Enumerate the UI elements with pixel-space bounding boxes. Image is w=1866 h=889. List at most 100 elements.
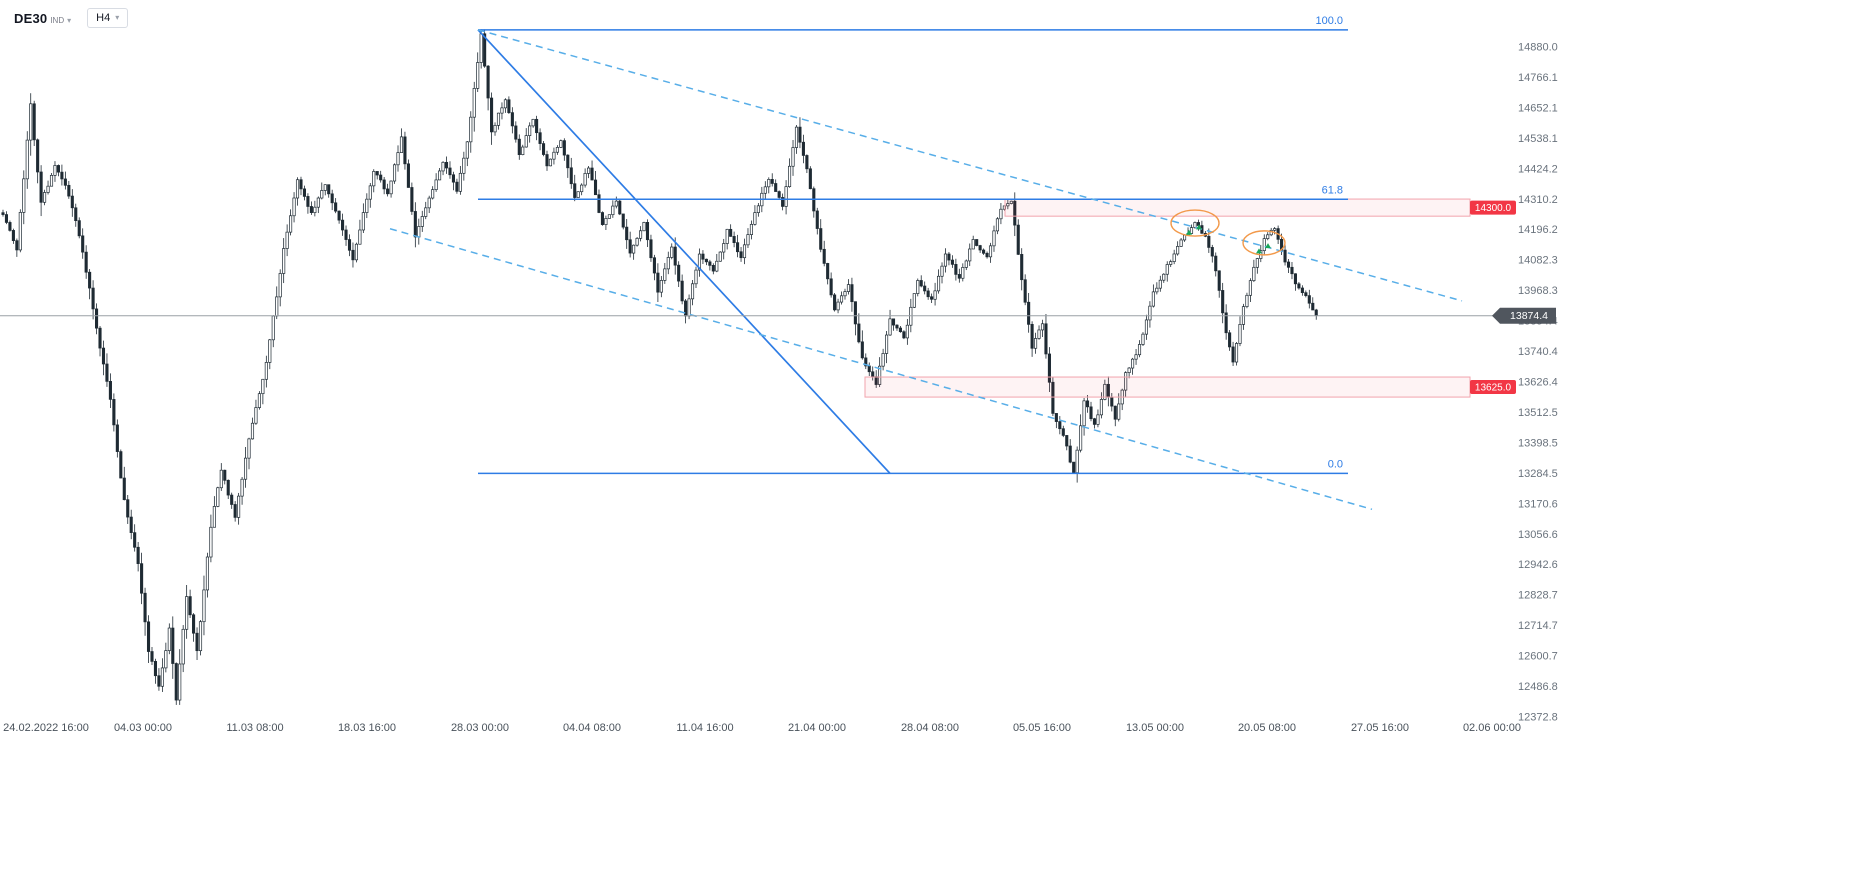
candle-body xyxy=(1311,302,1315,311)
candle-body xyxy=(209,526,213,558)
candle-body xyxy=(15,240,19,251)
zone-price-label xyxy=(1470,200,1516,215)
trendline-solid[interactable] xyxy=(477,29,891,474)
candle-body xyxy=(81,235,85,253)
zone-price-label-text: 13625.0 xyxy=(1475,383,1512,394)
candle-body xyxy=(95,308,99,329)
price-tick-label: 13284.5 xyxy=(1518,468,1558,480)
candle-body xyxy=(590,167,594,181)
candle-body xyxy=(167,627,171,651)
candle-body xyxy=(91,287,95,310)
candle-body xyxy=(198,621,203,652)
candle-body xyxy=(8,222,12,231)
candle-body xyxy=(178,663,182,701)
price-tick-label: 14538.1 xyxy=(1518,133,1558,145)
candle-body xyxy=(659,280,663,293)
candle-body xyxy=(649,239,653,259)
symbol-selector[interactable]: DE30 IND ▾ xyxy=(14,11,71,26)
trendline-dashed[interactable] xyxy=(389,227,1373,511)
candle-body xyxy=(365,198,369,213)
candle-body xyxy=(192,614,196,634)
candle-body xyxy=(853,301,857,325)
candle-body xyxy=(1082,400,1086,427)
candle-body xyxy=(1304,292,1308,296)
candle-body xyxy=(1207,235,1211,248)
candle-body xyxy=(607,214,611,219)
candle-body xyxy=(88,271,92,289)
candle-body xyxy=(978,245,982,251)
price-tick-label: 13626.4 xyxy=(1518,377,1558,389)
candle-body xyxy=(424,207,428,217)
candle-body xyxy=(985,252,989,258)
candle-body xyxy=(195,632,199,652)
candle-body xyxy=(1193,222,1197,228)
highlight-ellipse[interactable] xyxy=(1242,230,1286,256)
candle-body xyxy=(1238,324,1242,344)
candle-body xyxy=(704,258,708,263)
time-tick-label: 13.05 00:00 xyxy=(1126,722,1184,734)
time-tick-label: 11.03 08:00 xyxy=(226,722,283,734)
candle-body xyxy=(289,215,293,233)
candle-body xyxy=(694,269,698,285)
candle-body xyxy=(604,218,608,225)
candle-body xyxy=(968,248,972,262)
candle-body xyxy=(943,253,948,267)
supply-demand-zone[interactable] xyxy=(864,376,1471,398)
candle-body xyxy=(954,264,958,275)
candle-body xyxy=(306,196,310,207)
timeframe-selector[interactable]: H4 ▾ xyxy=(87,8,129,28)
candle-body xyxy=(372,171,376,187)
candle-body xyxy=(112,399,116,426)
candle-body xyxy=(850,284,854,303)
candle-body xyxy=(223,469,227,481)
candle-body xyxy=(808,168,812,190)
highlight-ellipse[interactable] xyxy=(1170,209,1220,237)
candle-body xyxy=(185,596,189,630)
candle-body xyxy=(247,438,251,459)
candle-body xyxy=(1030,324,1034,349)
market-type-label: IND xyxy=(50,15,65,25)
candle-body xyxy=(233,504,237,518)
last-price-tag-text: 13874.4 xyxy=(1510,310,1548,322)
candle-body xyxy=(521,146,525,156)
trendline-dashed[interactable] xyxy=(477,29,1463,302)
candle-body xyxy=(43,192,47,203)
candle-body xyxy=(680,280,684,302)
candle-body xyxy=(767,179,771,188)
candle-body xyxy=(732,236,736,243)
candle-body xyxy=(600,212,604,225)
candle-body xyxy=(285,231,289,249)
candle-body xyxy=(313,206,317,213)
candle-body xyxy=(826,263,830,280)
toolbar: DE30 IND ▾ H4 ▾ xyxy=(14,8,129,28)
candle-body xyxy=(867,365,871,373)
supply-demand-zone[interactable] xyxy=(1004,198,1471,217)
time-tick-label: 04.03 00:00 xyxy=(114,722,172,734)
candle-body xyxy=(964,260,968,268)
price-tick-label: 12942.6 xyxy=(1518,559,1558,571)
candle-body xyxy=(396,152,400,166)
candle-body xyxy=(1172,253,1176,262)
axes[interactable]: 14880.0 14766.1 14652.1 14538.1 14424.2 14310… xyxy=(3,42,1558,735)
candle-body xyxy=(153,661,158,677)
candle-body xyxy=(29,103,33,141)
candle-body xyxy=(1283,249,1287,263)
candle-body xyxy=(18,212,22,251)
chevron-down-icon: ▾ xyxy=(115,13,120,22)
candle-body xyxy=(476,62,480,89)
candle-body xyxy=(479,33,483,63)
candle-body xyxy=(472,88,476,118)
candle-body xyxy=(857,323,861,343)
chevron-down-icon: ▾ xyxy=(67,15,72,25)
candle-body xyxy=(323,184,327,191)
candle-body xyxy=(652,257,656,274)
candle-body xyxy=(275,296,279,317)
candle-body xyxy=(1099,399,1103,416)
candle-body xyxy=(250,422,255,440)
candle-body xyxy=(697,253,702,271)
candle-body xyxy=(742,244,747,259)
candle-body xyxy=(580,184,584,193)
candle-body xyxy=(1155,287,1159,293)
candle-body xyxy=(392,164,397,182)
